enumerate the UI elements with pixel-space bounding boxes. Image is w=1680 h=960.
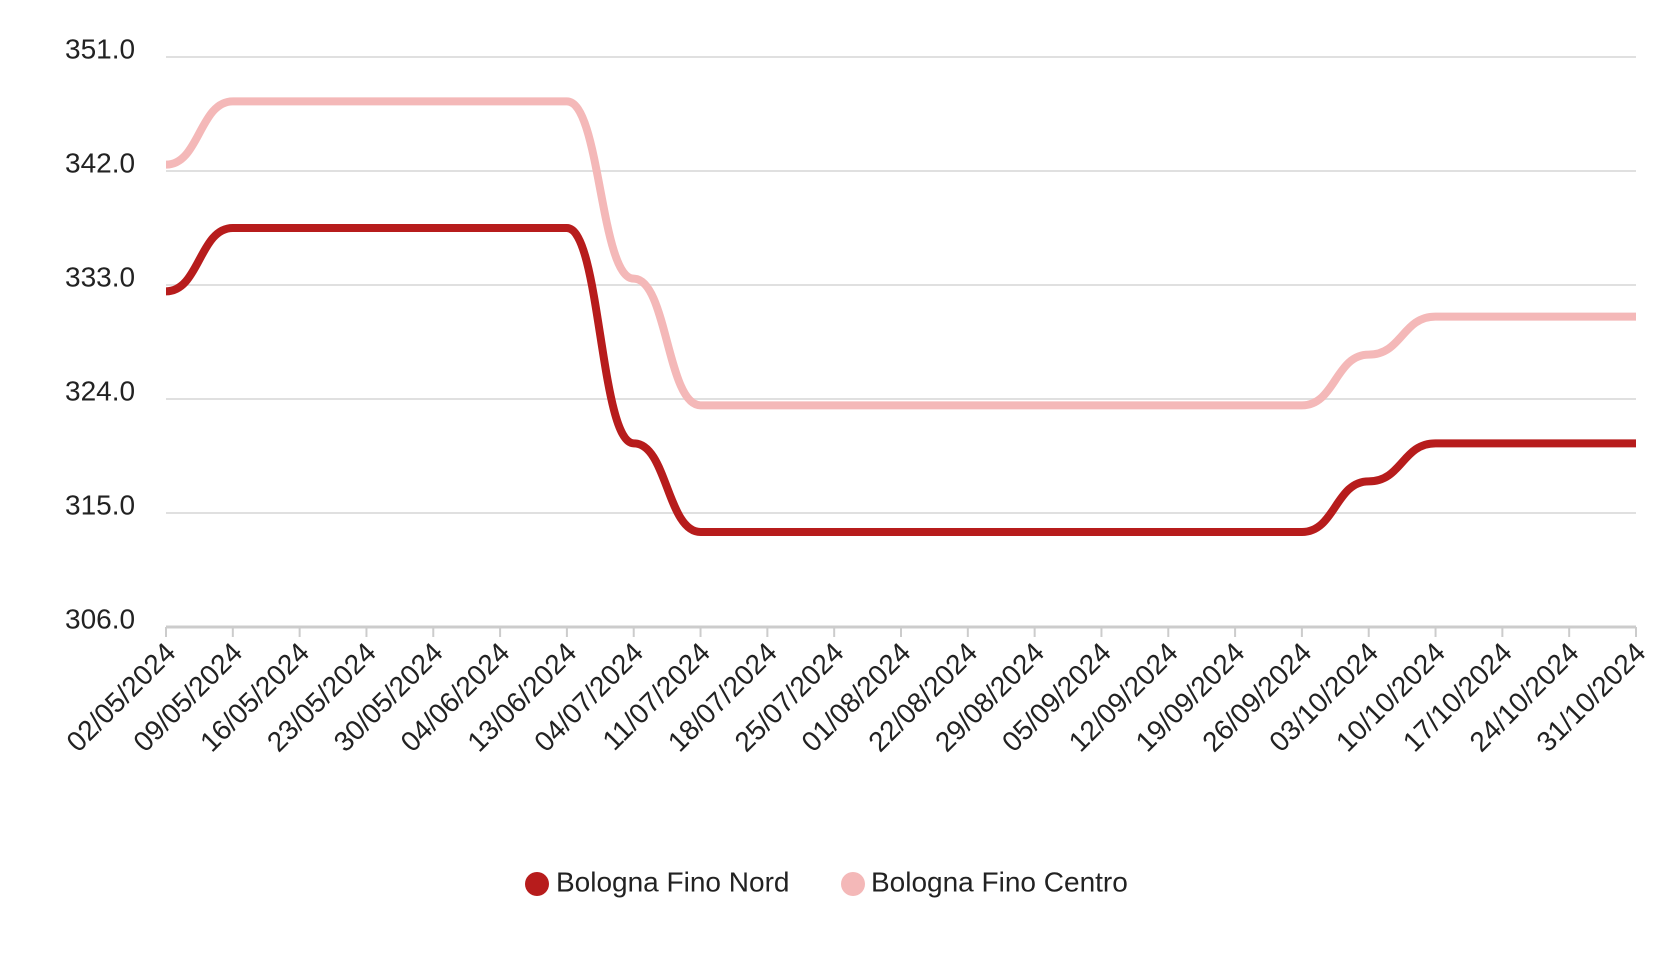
legend-swatch: [525, 872, 549, 896]
series-line: [165, 223, 1636, 536]
legend: Bologna Fino Nord Bologna Fino Centro: [525, 866, 1128, 897]
legend-label: Bologna Fino Centro: [871, 866, 1128, 897]
y-tick-label: 333.0: [65, 261, 135, 292]
y-tick-label: 315.0: [65, 489, 135, 520]
series-line: [165, 97, 1636, 410]
y-tick-label: 351.0: [65, 33, 135, 64]
y-tick-label: 306.0: [65, 603, 135, 634]
legend-label: Bologna Fino Nord: [556, 866, 789, 897]
legend-swatch: [841, 872, 865, 896]
y-tick-label: 324.0: [65, 375, 135, 406]
y-tick-label: 342.0: [65, 147, 135, 178]
